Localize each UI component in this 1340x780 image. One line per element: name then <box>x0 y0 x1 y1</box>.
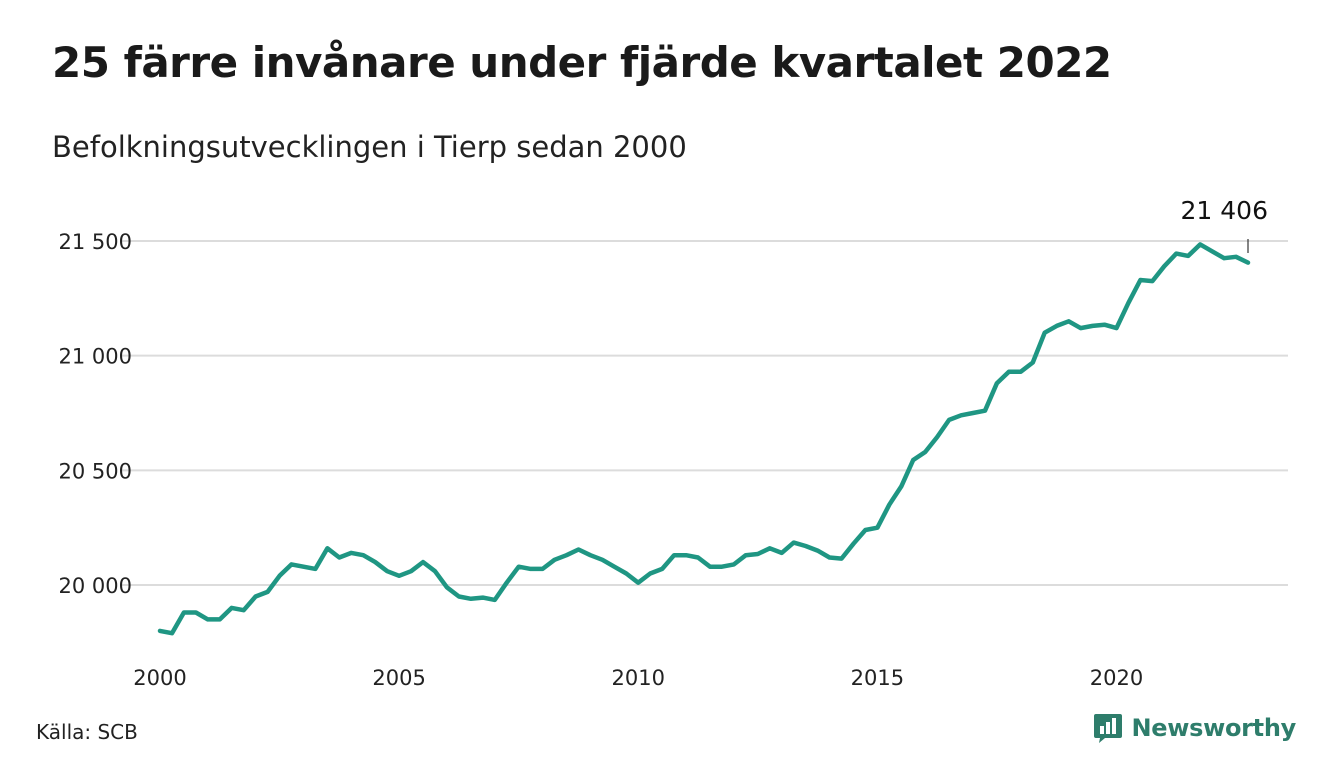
x-tick-label: 2005 <box>372 666 425 690</box>
newsworthy-logo-icon <box>1094 714 1123 743</box>
x-tick-label: 2015 <box>851 666 904 690</box>
chart-title: 25 färre invånare under fjärde kvartalet… <box>52 38 1112 87</box>
brand-logo: Newsworthy <box>1093 712 1296 744</box>
source-note: Källa: SCB <box>36 720 138 744</box>
y-tick-label: 21 000 <box>59 345 132 369</box>
x-tick-label: 2000 <box>133 666 186 690</box>
end-value-label: 21 406 <box>1181 196 1268 225</box>
chart-subtitle: Befolkningsutvecklingen i Tierp sedan 20… <box>52 130 687 164</box>
y-tick-label: 20 500 <box>59 459 132 483</box>
x-tick-label: 2010 <box>612 666 665 690</box>
brand-name: Newsworthy <box>1131 714 1296 742</box>
y-tick-label: 20 000 <box>59 574 132 598</box>
series-line <box>157 242 1251 636</box>
y-tick-label: 21 500 <box>59 230 132 254</box>
x-tick-label: 2020 <box>1090 666 1143 690</box>
